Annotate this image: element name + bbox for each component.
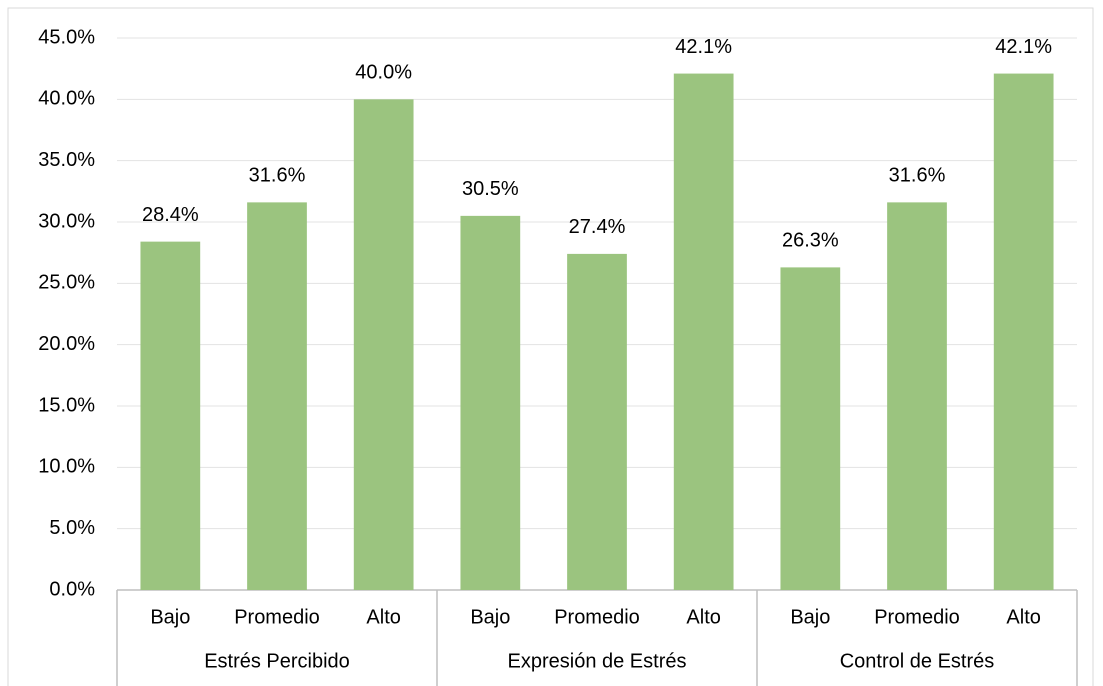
- value-label: 42.1%: [675, 36, 732, 58]
- chart-border: [7, 7, 1094, 686]
- x-tick-label: Alto: [366, 606, 400, 628]
- y-tick-label: 20.0%: [38, 333, 95, 355]
- group-label: Expresión de Estrés: [508, 650, 687, 672]
- x-tick-label: Bajo: [790, 606, 830, 628]
- value-label: 30.5%: [462, 178, 519, 200]
- bar: [673, 73, 734, 590]
- y-tick-label: 45.0%: [38, 26, 95, 48]
- y-tick-label: 10.0%: [38, 456, 95, 478]
- y-tick-label: 15.0%: [38, 394, 95, 416]
- y-tick-label: 0.0%: [49, 578, 95, 600]
- group-label: Estrés Percibido: [204, 650, 350, 672]
- x-tick-label: Bajo: [150, 606, 190, 628]
- y-tick-label: 30.0%: [38, 210, 95, 232]
- bar: [993, 73, 1054, 590]
- value-label: 26.3%: [782, 230, 839, 252]
- x-tick-label: Promedio: [234, 606, 320, 628]
- value-label: 27.4%: [569, 216, 626, 238]
- value-label: 31.6%: [889, 165, 946, 187]
- bar: [460, 215, 521, 590]
- y-tick-label: 40.0%: [38, 88, 95, 110]
- x-tick-label: Promedio: [554, 606, 640, 628]
- y-tick-label: 25.0%: [38, 272, 95, 294]
- bar: [567, 253, 627, 591]
- bar: [780, 267, 841, 590]
- x-tick-label: Promedio: [874, 606, 960, 628]
- x-tick-label: Alto: [1006, 606, 1040, 628]
- x-tick-label: Alto: [686, 606, 720, 628]
- y-tick-label: 35.0%: [38, 149, 95, 171]
- value-label: 28.4%: [142, 204, 199, 226]
- value-label: 42.1%: [995, 36, 1052, 58]
- bar: [247, 202, 307, 590]
- bar: [887, 202, 947, 590]
- x-tick-label: Bajo: [470, 606, 510, 628]
- group-label: Control de Estrés: [840, 650, 995, 672]
- bar: [353, 99, 414, 590]
- value-label: 40.0%: [355, 62, 412, 84]
- y-tick-label: 5.0%: [49, 517, 95, 539]
- bar: [140, 241, 201, 591]
- value-label: 31.6%: [249, 165, 306, 187]
